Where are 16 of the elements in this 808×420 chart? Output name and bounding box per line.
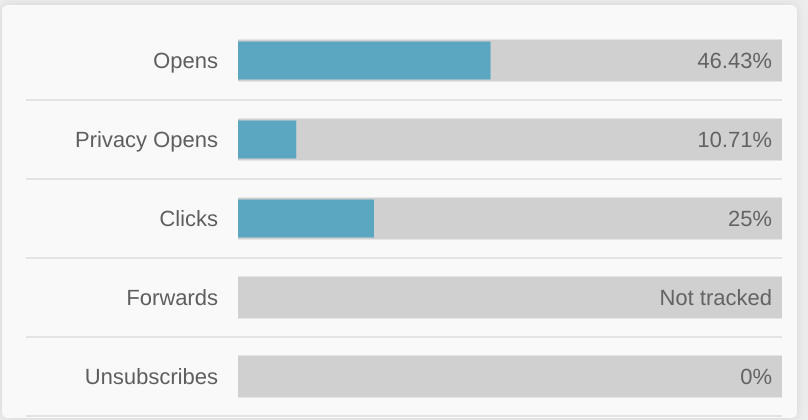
bar: [238, 118, 782, 160]
y-tick-label: Opens: [153, 48, 218, 73]
bar: [238, 276, 782, 318]
text: Not tracked: [660, 285, 772, 310]
data-label: 10.71%: [697, 127, 772, 152]
y-tick-label: Unsubscribes: [84, 364, 218, 389]
data-label: 25%: [728, 206, 772, 231]
y-tick-label: Forwards: [126, 285, 218, 310]
bar: [238, 200, 374, 238]
bar: [238, 120, 296, 158]
bar: [238, 356, 782, 398]
bar: [238, 42, 491, 80]
y-tick-label: Privacy Opens: [74, 127, 218, 152]
y-tick-label: Clicks: [159, 206, 218, 231]
data-label: 0%: [740, 364, 772, 389]
data-label: 46.43%: [697, 48, 772, 73]
